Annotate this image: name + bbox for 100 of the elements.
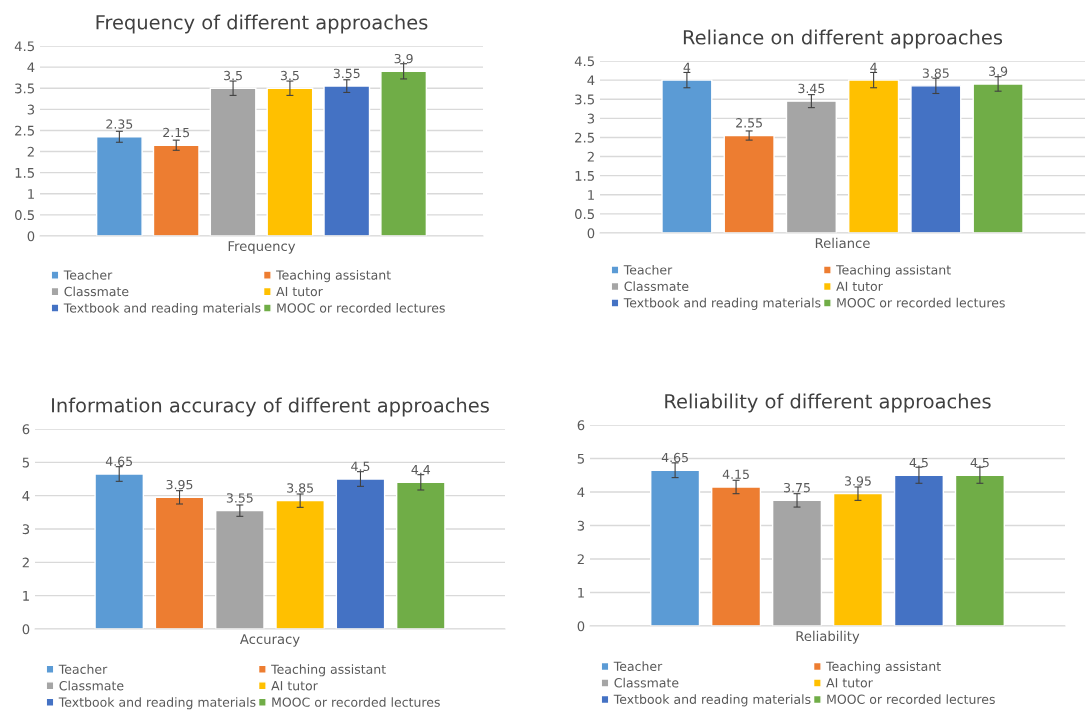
bar (910, 85, 962, 233)
y-tick-label: 2 (27, 146, 34, 157)
data-label: 3.55 (333, 68, 360, 79)
y-tick-label: 0 (587, 228, 595, 239)
bar (661, 79, 713, 233)
bar (848, 79, 900, 233)
y-tick-label: 4 (587, 75, 595, 86)
y-tick-label: 2.5 (575, 132, 594, 143)
y-tick-label: 3 (22, 524, 30, 535)
y-tick-label: 0.5 (575, 209, 594, 220)
legend-label: Textbook and reading materials (63, 303, 261, 316)
y-tick-label: 1 (588, 190, 594, 200)
legend-label: AI tutor (271, 681, 318, 691)
y-tick-label: 3 (577, 520, 585, 531)
bar (275, 499, 325, 629)
data-label: 3.5 (280, 70, 299, 81)
y-tick-label: 1 (578, 587, 584, 598)
y-tick-label: 2.5 (15, 125, 34, 136)
y-tick-label: 4 (577, 487, 585, 498)
data-label: 4 (683, 62, 691, 72)
y-tick-label: 3.5 (575, 94, 594, 105)
legend-label: MOOC or recorded lectures (827, 694, 995, 704)
chart-title: Frequency of different approaches (96, 14, 428, 34)
legend-label: MOOC or recorded lectures (277, 303, 445, 313)
x-tick-label: Reliability (796, 630, 860, 644)
data-label: 4.5 (909, 457, 928, 468)
x-tick-label: Reliance (815, 237, 870, 249)
legend-label: Classmate (59, 680, 124, 691)
y-tick-label: 1.5 (575, 171, 594, 181)
bar (266, 87, 314, 236)
bar (152, 144, 200, 236)
legend-label: MOOC or recorded lectures (837, 297, 1005, 308)
data-label: 2.15 (163, 127, 190, 138)
bar (395, 481, 446, 629)
legend-label: Classmate (624, 281, 689, 292)
y-tick-label: 4.5 (14, 41, 34, 52)
legend-label: Teacher (613, 661, 663, 672)
bar (94, 473, 145, 629)
data-label: 4.65 (661, 452, 688, 463)
y-tick-label: 0.5 (15, 210, 34, 221)
y-tick-label: 6 (577, 420, 585, 431)
bar (954, 474, 1005, 626)
bar (832, 492, 884, 626)
y-tick-label: 4 (27, 62, 35, 73)
chart-title: Reliability of different approaches (665, 393, 991, 413)
bar (154, 496, 205, 629)
bar (972, 83, 1024, 233)
y-tick-label: 1.5 (15, 168, 34, 178)
data-label: 3.95 (845, 476, 871, 486)
y-tick-label: 2 (22, 557, 29, 568)
data-label: 3.95 (166, 479, 193, 490)
y-tick-label: 2 (577, 554, 584, 565)
y-tick-label: 1 (23, 591, 29, 601)
bar (710, 486, 762, 626)
bar (380, 70, 428, 236)
bar (323, 85, 371, 236)
chart-title: Reliance on different approaches (683, 29, 1003, 49)
legend-label: Textbook and reading materials (58, 697, 256, 710)
legend-label: AI tutor (826, 678, 873, 688)
data-label: 3.45 (798, 83, 825, 94)
bar (785, 100, 837, 233)
y-tick-label: 5 (22, 457, 29, 468)
legend-label: Teaching assistant (836, 264, 951, 277)
data-label: 4.4 (411, 465, 431, 475)
y-tick-label: 4 (22, 491, 30, 501)
y-tick-label: 3.5 (15, 83, 34, 94)
y-tick-label: 1 (28, 189, 34, 199)
data-label: 2.35 (106, 119, 133, 129)
y-tick-label: 5 (577, 453, 584, 464)
bar (95, 136, 143, 236)
legend-label: Classmate (614, 677, 679, 688)
y-tick-label: 6 (22, 424, 30, 435)
data-label: 3.85 (287, 483, 313, 493)
y-tick-label: 4.5 (574, 56, 594, 67)
legend-label: Teacher (63, 270, 113, 280)
legend-label: Textbook and reading materials (623, 297, 821, 310)
legend-label: Classmate (64, 286, 129, 297)
y-tick-label: 0 (22, 624, 30, 635)
legend-label: Teacher (623, 264, 673, 275)
data-label: 3.5 (224, 70, 242, 81)
legend-label: Textbook and reading materials (613, 694, 811, 707)
bar (209, 87, 257, 236)
legend-label: MOOC or recorded lectures (272, 697, 440, 707)
data-label: 4.15 (722, 469, 749, 479)
legend-label: Teaching assistant (276, 270, 391, 283)
x-tick-label: Accuracy (239, 634, 300, 647)
data-label: 2.55 (736, 118, 762, 128)
y-tick-label: 3 (587, 113, 595, 124)
data-label: 3.75 (784, 482, 810, 493)
bar (335, 478, 386, 629)
bar (723, 134, 775, 233)
legend-label: AI tutor (836, 281, 883, 292)
legend-label: Teaching assistant (271, 664, 386, 677)
chart-title: Information accuracy of different approaches (52, 397, 489, 417)
y-tick-label: 0 (577, 621, 585, 632)
data-label: 4.65 (105, 456, 133, 467)
y-tick-label: 3 (27, 104, 35, 115)
bar (215, 509, 265, 629)
legend-label: Teaching assistant (826, 661, 941, 674)
bar (650, 469, 701, 626)
